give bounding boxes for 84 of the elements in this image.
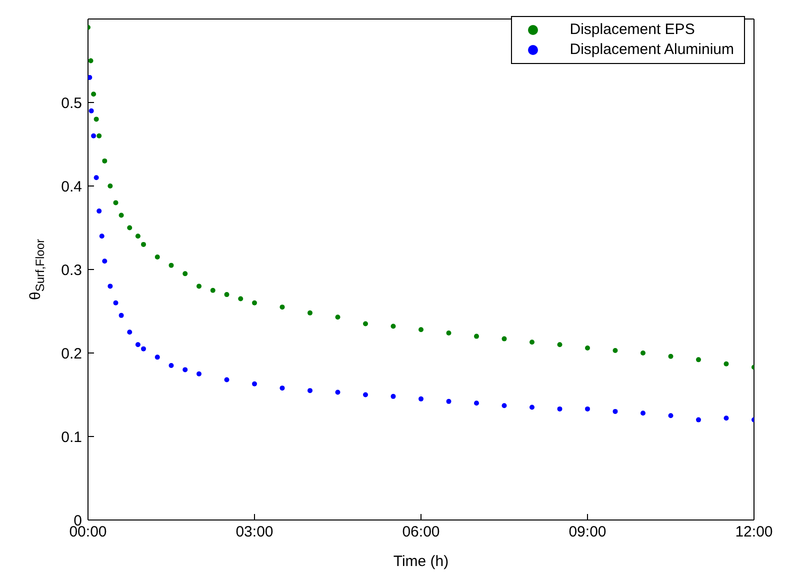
x-axis-title: Time (h) (393, 553, 449, 570)
point (474, 400, 479, 406)
point (474, 334, 479, 339)
point (224, 292, 230, 298)
point (238, 296, 244, 302)
point (118, 212, 124, 218)
point (280, 386, 285, 391)
point (108, 184, 113, 188)
x-tick-label: 09:00 (568, 524, 606, 541)
point (88, 108, 94, 114)
point (668, 354, 674, 359)
point (335, 390, 340, 395)
point (141, 346, 146, 352)
point (363, 321, 368, 326)
point (696, 417, 701, 422)
point (196, 284, 202, 289)
y-tick-label: 0.5 (61, 94, 82, 112)
point (113, 300, 118, 306)
point (113, 200, 118, 206)
point (182, 367, 188, 372)
point (102, 158, 108, 164)
x-tick-label: 06:00 (402, 524, 440, 541)
point (127, 225, 132, 230)
point (135, 234, 140, 239)
y-tick-label: 0.4 (61, 178, 82, 196)
point (724, 361, 729, 366)
y-tick-label: 0.2 (61, 345, 82, 362)
point (530, 404, 534, 410)
point (224, 377, 230, 382)
legend-label: Displacement EPS (570, 20, 695, 40)
point (668, 413, 674, 418)
point (363, 392, 368, 398)
point (502, 403, 507, 408)
point (88, 58, 94, 64)
point (585, 406, 590, 412)
point (418, 396, 424, 402)
point (640, 410, 646, 416)
point (96, 133, 102, 138)
point (102, 258, 108, 264)
legend-label: Displacement Aluminium (570, 40, 734, 60)
point (99, 234, 104, 239)
point (557, 406, 562, 412)
point (724, 416, 729, 421)
point (168, 363, 174, 368)
point (252, 381, 257, 386)
point (308, 310, 312, 316)
point (696, 357, 701, 362)
point (210, 288, 216, 293)
point (640, 350, 646, 356)
x-tick-label: 03:00 (236, 524, 274, 541)
point (280, 304, 285, 310)
point (252, 300, 257, 306)
point (94, 116, 99, 122)
y-tick-label: 0.1 (61, 428, 82, 446)
point (446, 330, 452, 336)
point (502, 336, 507, 342)
point (91, 92, 96, 97)
point (154, 354, 160, 360)
y-tick-label: 0.3 (61, 262, 82, 279)
point (612, 348, 618, 353)
point (168, 262, 174, 268)
point (196, 371, 202, 376)
point (118, 312, 124, 318)
point (335, 314, 340, 320)
point (557, 342, 562, 348)
point (390, 394, 396, 399)
point (96, 208, 102, 214)
point (135, 342, 140, 348)
point (91, 133, 96, 138)
point (94, 175, 99, 180)
point (141, 242, 146, 247)
point (446, 398, 452, 404)
x-tick-label: 12:00 (735, 524, 773, 541)
point (612, 408, 618, 414)
point (108, 284, 113, 289)
point (585, 345, 590, 350)
point (308, 388, 312, 394)
point (182, 271, 188, 276)
point (390, 324, 396, 329)
point (127, 330, 132, 335)
point (530, 340, 534, 345)
point (88, 74, 92, 80)
point (154, 254, 160, 260)
point (418, 327, 424, 332)
